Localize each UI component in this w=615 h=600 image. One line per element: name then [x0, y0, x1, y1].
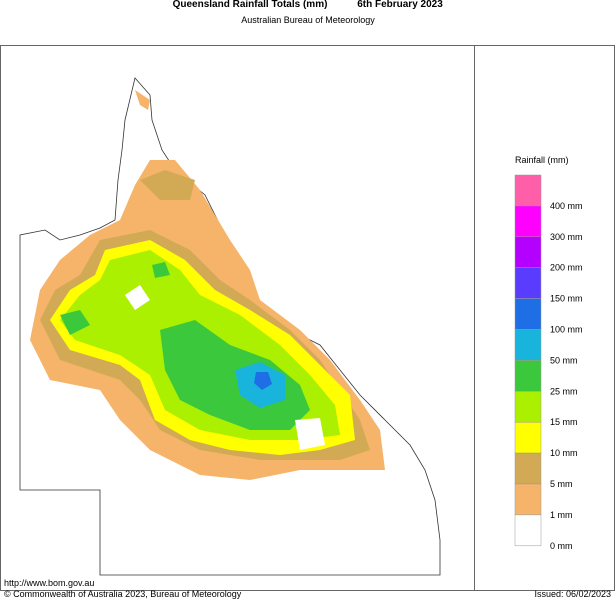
- legend-swatch: [514, 452, 542, 485]
- legend-label: 25 mm: [550, 386, 578, 396]
- state-map: [19, 77, 441, 576]
- legend-swatch: [514, 298, 542, 330]
- legend-swatch: [514, 236, 542, 268]
- legend-label: 50 mm: [550, 355, 578, 365]
- footer-url: http://www.bom.gov.au: [4, 578, 94, 588]
- footer-copyright: © Commonwealth of Australia 2023, Bureau…: [4, 589, 242, 599]
- legend-swatch: [514, 267, 542, 299]
- legend-swatch: [514, 360, 542, 392]
- legend-label: 1 mm: [550, 510, 573, 520]
- date: 6th February 2023: [357, 0, 443, 10]
- legend-label: 200 mm: [550, 263, 583, 273]
- legend-label: 150 mm: [550, 294, 583, 304]
- footer-issued: Issued: 06/02/2023: [534, 589, 611, 599]
- title: Queensland Rainfall Totals (mm): [173, 0, 328, 10]
- legend-label: 15 mm: [550, 417, 578, 427]
- legend-label: 400 mm: [550, 201, 583, 211]
- legend-label: 0 mm: [550, 541, 573, 551]
- legend-label: 10 mm: [550, 448, 578, 458]
- legend-swatch: [514, 514, 542, 547]
- legend: 400 mm 300 mm 200 mm 150 mm 100 mm 50 mm 25 mm…: [514, 174, 583, 551]
- legend-swatch: [514, 421, 542, 454]
- legend-swatch: [514, 205, 542, 238]
- legend-swatch: [514, 483, 542, 516]
- legend-swatch: [514, 391, 542, 423]
- subtitle: Australian Bureau of Meteorology: [241, 15, 375, 25]
- legend-label: 5 mm: [550, 479, 573, 489]
- legend-title: Rainfall (mm): [515, 155, 569, 165]
- legend-label: 100 mm: [550, 325, 583, 335]
- rain-100mm: [254, 372, 272, 390]
- dry-hole: [125, 285, 325, 450]
- legend-swatch: [514, 174, 542, 207]
- legend-label: 300 mm: [550, 232, 583, 242]
- legend-swatch: [514, 329, 542, 361]
